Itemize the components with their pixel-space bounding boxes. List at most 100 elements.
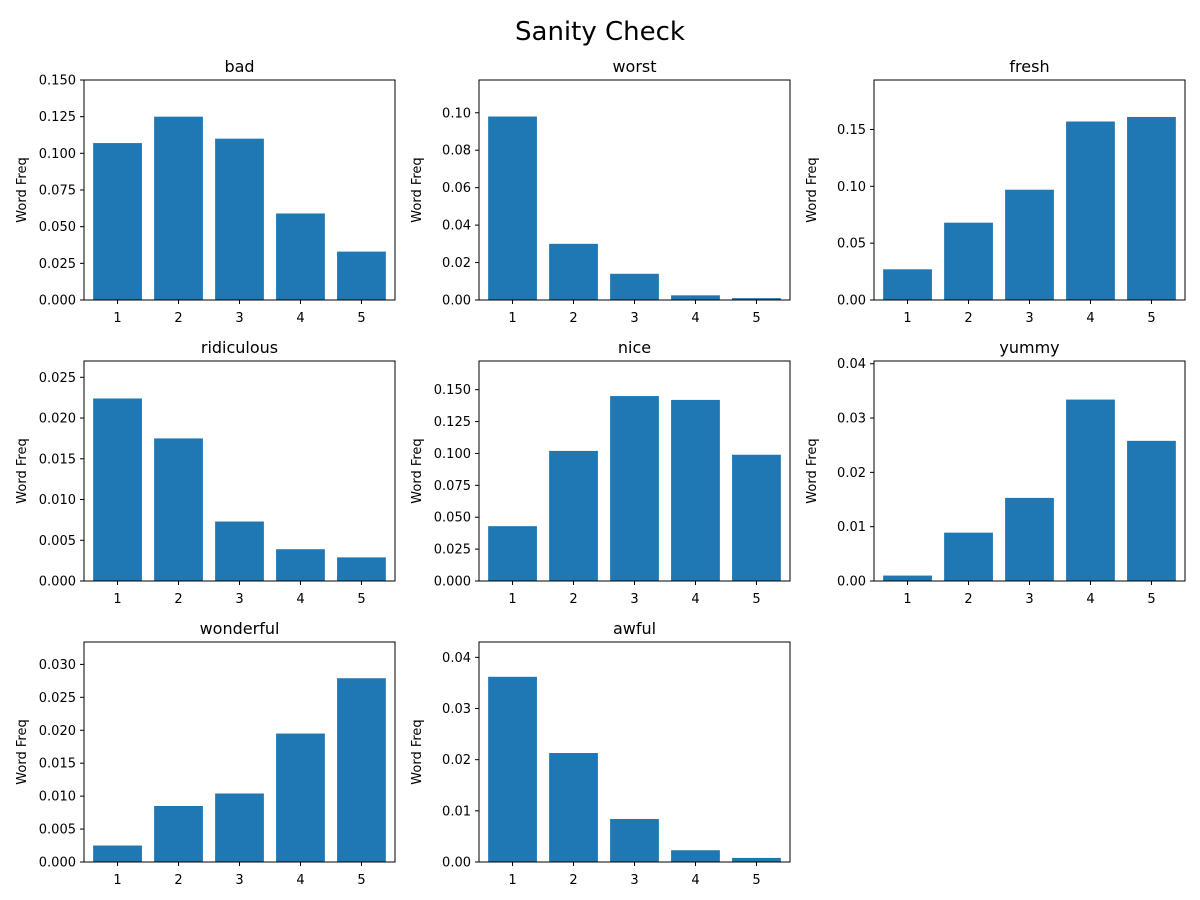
x-tick-label: 1 [113, 592, 121, 607]
x-tick-label: 2 [569, 873, 577, 888]
x-tick-label: 3 [235, 311, 243, 326]
bar-bad-1 [93, 143, 142, 300]
y-tick-label: 0.000 [39, 294, 76, 309]
bar-wonderful-3 [215, 793, 264, 862]
bar-wonderful-5 [337, 678, 386, 862]
y-tick-label: 0.025 [39, 257, 76, 272]
y-tick-label: 0.00 [837, 575, 866, 590]
y-tick-label: 0.075 [39, 184, 76, 199]
x-tick-label: 3 [630, 311, 638, 326]
y-tick-label: 0.010 [39, 790, 76, 805]
subplot-fresh: 1 2 3 4 5 0.00 0.05 0.10 0.15 fresh Word Freq [805, 57, 1186, 326]
subplot-wonderful: 1 2 3 4 5 0.000 0.005 0.010 0.015 0.020 0.025 0.030… [15, 619, 396, 888]
y-tick-label: 0.02 [442, 753, 471, 768]
x-tick-label: 1 [113, 311, 121, 326]
y-axis-label: Word Freq [805, 438, 820, 503]
x-tick-label: 4 [1086, 311, 1094, 326]
bar-yummy-1 [883, 575, 932, 581]
bar-yummy-5 [1127, 440, 1176, 581]
y-tick-label: 0.005 [39, 534, 76, 549]
y-tick-label: 0.150 [434, 383, 471, 398]
bar-wonderful-2 [154, 806, 203, 862]
y-axis-label: Word Freq [15, 157, 30, 222]
subplots-grid: 1 2 3 4 50.0000.0250.0500.0750.1000.1250.150… [15, 57, 1186, 888]
x-tick-label: 4 [296, 873, 304, 888]
x-tick-label: 3 [235, 592, 243, 607]
bar-worst-2 [549, 243, 598, 300]
bar-worst-4 [671, 295, 720, 300]
bar-fresh-5 [1127, 116, 1176, 300]
x-tick-label: 4 [691, 311, 699, 326]
y-tick-label: 0.125 [39, 110, 76, 125]
bar-fresh-3 [1005, 189, 1054, 300]
subplot-title: nice [618, 338, 651, 357]
y-tick-label: 0.015 [39, 757, 76, 772]
x-tick-label: 5 [752, 592, 760, 607]
x-tick-label: 1 [508, 592, 516, 607]
y-tick-label: 0.10 [837, 180, 866, 195]
x-tick-label: 5 [752, 311, 760, 326]
x-tick-label: 5 [357, 592, 365, 607]
y-axis-label: Word Freq [15, 438, 30, 503]
y-tick-label: 0.100 [434, 447, 471, 462]
x-tick-label: 2 [964, 311, 972, 326]
bar-ridiculous-2 [154, 438, 203, 581]
y-tick-label: 0.00 [837, 294, 866, 309]
subplot-title: worst [612, 57, 656, 76]
bar-worst-3 [610, 273, 659, 300]
y-tick-label: 0.04 [837, 357, 866, 372]
x-tick-label: 2 [569, 592, 577, 607]
subplot-worst: 1 2 3 4 5 0.00 0.02 0.04 0.06 0.08 0.10 worst Word F… [410, 57, 791, 326]
x-tick-label: 1 [903, 311, 911, 326]
subplot-nice: 1 2 3 4 5 0.000 0.025 0.050 0.075 0.100 0.125 0.150… [410, 338, 791, 607]
y-tick-label: 0.000 [39, 575, 76, 590]
bar-awful-1 [488, 676, 537, 862]
bar-nice-4 [671, 399, 720, 581]
figure-title: Sanity Check [515, 17, 685, 47]
y-tick-label: 0.025 [434, 543, 471, 558]
y-tick-label: 0.020 [39, 724, 76, 739]
bar-awful-2 [549, 753, 598, 862]
x-tick-label: 1 [903, 592, 911, 607]
x-tick-label: 3 [1025, 592, 1033, 607]
bar-wonderful-4 [276, 733, 325, 862]
x-tick-label: 5 [1147, 311, 1155, 326]
y-tick-label: 0.150 [39, 74, 76, 89]
bar-worst-1 [488, 116, 537, 300]
y-tick-label: 0.06 [442, 181, 471, 196]
subplot-bad: 1 2 3 4 5 0.000 0.025 0.050 0.075 0.100 0.125 0.150… [15, 57, 396, 326]
subplot-title: ridiculous [201, 338, 278, 357]
bar-nice-2 [549, 450, 598, 581]
y-tick-label: 0.025 [39, 371, 76, 386]
bar-wonderful-1 [93, 845, 142, 862]
bar-yummy-3 [1005, 497, 1054, 581]
subplot-title: fresh [1009, 57, 1049, 76]
bar-awful-4 [671, 850, 720, 862]
y-tick-label: 0.030 [39, 658, 76, 673]
x-tick-label: 2 [174, 592, 182, 607]
y-tick-label: 0.01 [442, 804, 471, 819]
y-tick-label: 0.01 [837, 520, 866, 535]
x-tick-label: 5 [752, 873, 760, 888]
subplot-ridiculous: 1 2 3 4 5 0.000 0.005 0.010 0.015 0.020 0.025 ridic… [15, 338, 396, 607]
y-tick-label: 0.04 [442, 219, 471, 234]
subplot-title: wonderful [200, 619, 280, 638]
y-tick-label: 0.15 [837, 123, 866, 138]
x-tick-label: 4 [691, 592, 699, 607]
x-tick-label: 1 [508, 873, 516, 888]
bar-ridiculous-3 [215, 521, 264, 581]
y-tick-label: 0.100 [39, 147, 76, 162]
bar-yummy-2 [944, 532, 993, 581]
y-tick-label: 0.03 [442, 702, 471, 717]
x-tick-label: 4 [296, 592, 304, 607]
x-tick-label: 5 [357, 873, 365, 888]
y-axis-label: Word Freq [410, 438, 425, 503]
y-tick-label: 0.010 [39, 493, 76, 508]
y-tick-label: 0.05 [837, 237, 866, 252]
x-tick-label: 1 [508, 311, 516, 326]
x-tick-label: 3 [630, 592, 638, 607]
y-axis-label: Word Freq [805, 157, 820, 222]
y-tick-label: 0.02 [442, 256, 471, 271]
bar-nice-5 [732, 454, 781, 581]
bar-fresh-1 [883, 269, 932, 300]
